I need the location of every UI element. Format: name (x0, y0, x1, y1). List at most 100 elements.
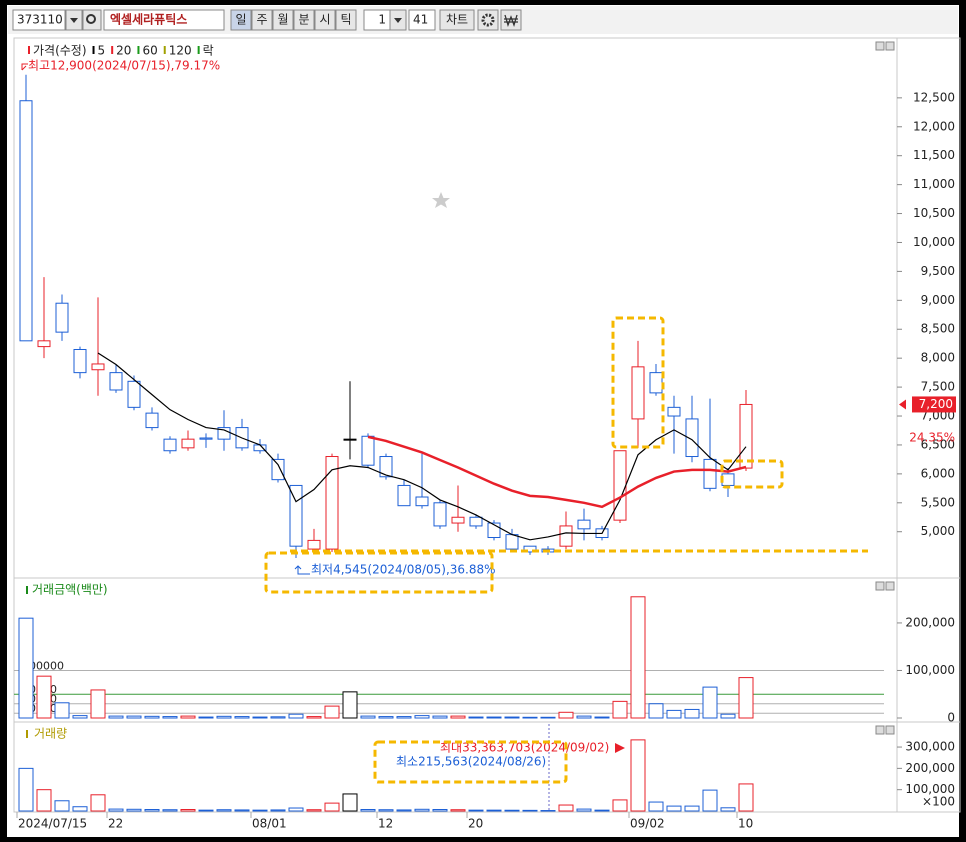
period-button[interactable] (230, 9, 252, 31)
candle-body (703, 458, 717, 489)
count-box[interactable] (408, 9, 436, 31)
bar (72, 715, 88, 719)
bar (144, 715, 160, 719)
bar (576, 715, 592, 719)
legend-mark (92, 46, 95, 54)
y-tick-label: 8,000 (921, 351, 955, 365)
bar (378, 716, 394, 719)
bar (720, 807, 736, 812)
bar (450, 809, 466, 812)
y-tick-label: 10,500 (913, 206, 955, 220)
currency-button[interactable] (500, 9, 522, 31)
bar (666, 709, 682, 719)
candle-body (433, 502, 447, 527)
bar (36, 789, 52, 812)
bar (126, 808, 142, 812)
code-box[interactable] (12, 9, 66, 31)
bar (738, 677, 754, 719)
legend-mark (111, 46, 114, 54)
bar (504, 809, 520, 812)
bar (90, 794, 106, 812)
y-tick-label: 11,000 (913, 177, 955, 191)
bar (108, 715, 124, 719)
candle-body (379, 456, 393, 478)
period-button[interactable] (251, 9, 273, 31)
candle-body (91, 363, 105, 371)
search-button[interactable] (82, 9, 102, 31)
candle-body (667, 406, 681, 417)
legend-label: 20 (116, 44, 131, 58)
bar (702, 686, 718, 719)
candle-body (127, 380, 141, 408)
period-button[interactable] (335, 9, 357, 31)
bar (126, 715, 142, 719)
close-button[interactable] (885, 41, 895, 51)
unit-label: ×100 (922, 795, 955, 809)
last-price-label: 7,200 (919, 397, 953, 411)
bar (90, 689, 106, 719)
bar (630, 596, 646, 719)
candle-body (613, 450, 627, 521)
period-label: 시 (319, 13, 330, 27)
min-button[interactable] (875, 725, 885, 735)
chart-button[interactable] (439, 9, 475, 31)
bar (288, 713, 304, 719)
y-tick-label: 100,000 (905, 663, 955, 677)
candle-body (19, 100, 33, 342)
volume-panel (13, 721, 961, 813)
low-note: 최저4,545(2024/08/05),36.88% (311, 563, 496, 577)
bar (612, 700, 628, 719)
bar (414, 715, 430, 719)
ma-line (367, 435, 747, 509)
period-label: 분 (298, 13, 309, 27)
interval-box[interactable] (363, 9, 391, 31)
min-note: 최소215,563(2024/08/26) (396, 755, 546, 769)
candle-body (343, 438, 357, 441)
period-button[interactable] (272, 9, 294, 31)
bar (252, 809, 268, 812)
bar (594, 809, 610, 812)
candle-body (451, 516, 465, 524)
y-tick-label: 5,000 (921, 524, 955, 538)
period-button[interactable] (314, 9, 336, 31)
candle-body (577, 519, 591, 530)
dropdown-arrow (394, 18, 402, 23)
candle-body (397, 484, 411, 507)
bar (720, 713, 736, 719)
bar (432, 715, 448, 719)
count: 41 (413, 13, 428, 27)
x-tick-label: 20 (468, 817, 483, 831)
candle-body (199, 437, 213, 440)
bar (486, 716, 502, 719)
panel-buttons (875, 41, 895, 735)
volume-title: 거래량 (34, 727, 67, 741)
bar (702, 789, 718, 812)
period-button[interactable] (293, 9, 315, 31)
bar (360, 715, 376, 719)
x-tick-label: 08/01 (252, 817, 287, 831)
highlight-box (720, 459, 784, 489)
candle-body (415, 496, 429, 507)
x-tick-label: 10 (738, 817, 753, 831)
name-box (103, 9, 225, 31)
bar (504, 716, 520, 719)
close-button[interactable] (885, 581, 895, 591)
close-button[interactable] (885, 725, 895, 735)
y-tick-label: 7,500 (921, 380, 955, 394)
candle-body (361, 435, 375, 466)
min-button[interactable] (875, 41, 885, 51)
min-button[interactable] (875, 581, 885, 591)
candle-body (721, 473, 735, 486)
window (7, 5, 959, 837)
bar (234, 716, 250, 719)
bar (540, 810, 556, 812)
highlights (264, 316, 868, 784)
candle-body (469, 516, 483, 527)
legend-label: 가격(수정) (33, 44, 87, 58)
settings-button[interactable] (477, 9, 499, 31)
x-tick-label: 2024/07/15 (18, 817, 87, 831)
bar (306, 716, 322, 719)
bar (486, 809, 502, 812)
gear-icon (481, 13, 495, 27)
